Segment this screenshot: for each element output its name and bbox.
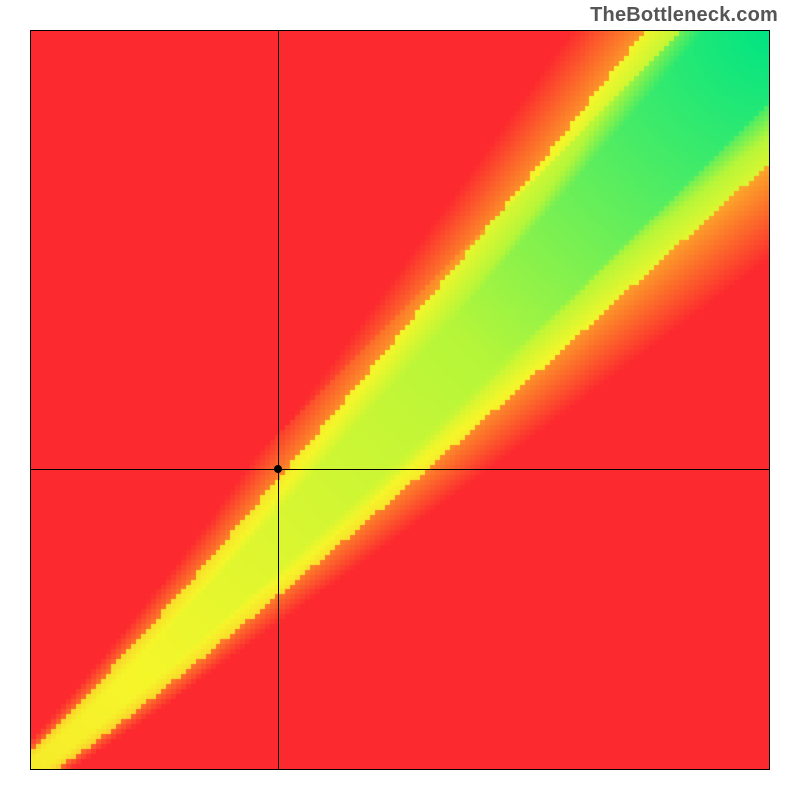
heatmap-canvas <box>31 31 769 769</box>
crosshair-vertical <box>278 31 279 769</box>
bottleneck-heatmap <box>30 30 770 770</box>
crosshair-horizontal <box>31 469 769 470</box>
watermark-text: TheBottleneck.com <box>590 4 778 27</box>
crosshair-marker <box>274 465 282 473</box>
